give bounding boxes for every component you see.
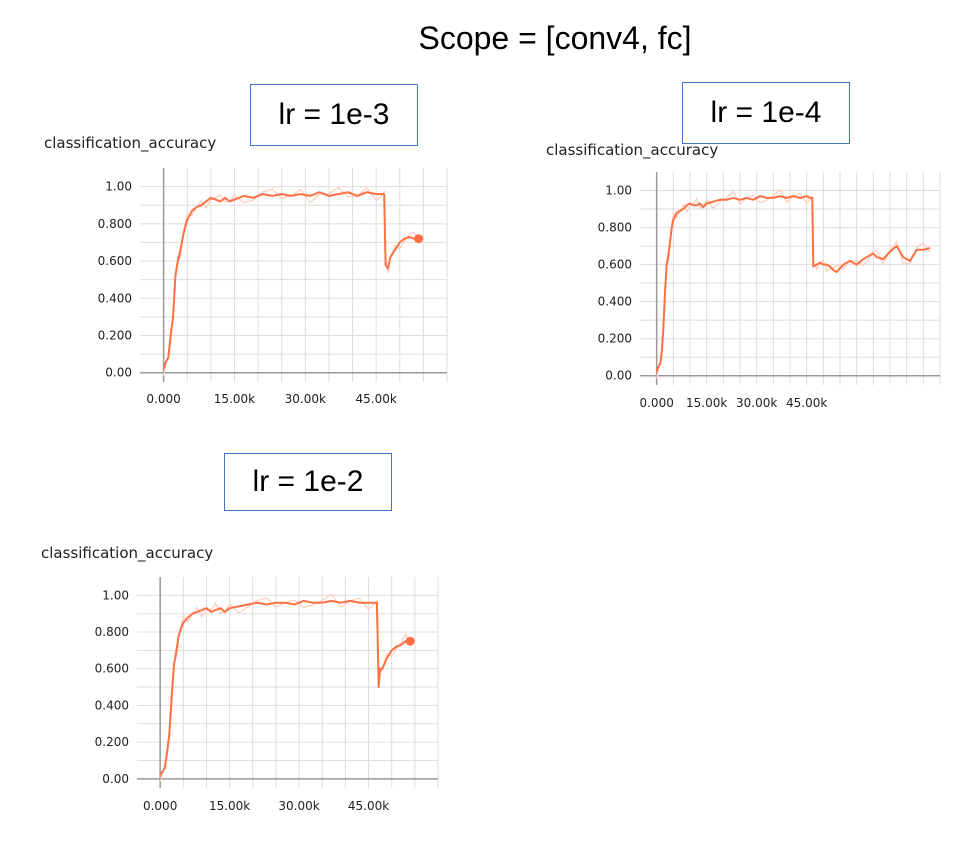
y-tick-label: 1.00 xyxy=(605,184,632,198)
y-tick-label: 0.600 xyxy=(598,258,632,272)
x-tick-label: 30.00k xyxy=(278,799,319,813)
y-tick-label: 0.200 xyxy=(98,328,132,342)
y-tick-label: 0.800 xyxy=(598,221,632,235)
y-tick-label: 0.00 xyxy=(105,366,132,380)
y-tick-label: 0.800 xyxy=(95,625,129,639)
series-line xyxy=(655,195,931,373)
series-line xyxy=(159,599,411,776)
lr-label-box: lr = 1e-4 xyxy=(682,82,850,144)
x-tick-label: 30.00k xyxy=(736,396,777,410)
chart-title: classification_accuracy xyxy=(41,544,214,562)
y-tick-label: 1.00 xyxy=(102,588,129,602)
x-tick-label: 0.000 xyxy=(639,396,673,410)
series-end-marker xyxy=(405,636,415,646)
x-tick-label: 45.00k xyxy=(355,392,396,406)
y-tick-label: 0.600 xyxy=(95,662,129,676)
x-tick-label: 30.00k xyxy=(285,392,326,406)
y-tick-label: 0.800 xyxy=(98,217,132,231)
y-tick-label: 0.400 xyxy=(98,291,132,305)
y-tick-label: 0.600 xyxy=(98,254,132,268)
y-tick-label: 0.400 xyxy=(95,698,129,712)
chart-title: classification_accuracy xyxy=(546,141,719,159)
x-tick-label: 0.000 xyxy=(143,799,177,813)
lr-label-box: lr = 1e-3 xyxy=(250,84,418,146)
x-tick-label: 15.00k xyxy=(214,392,255,406)
y-tick-label: 0.00 xyxy=(605,369,632,383)
y-tick-label: 0.400 xyxy=(598,295,632,309)
y-tick-label: 1.00 xyxy=(105,180,132,194)
y-tick-label: 0.00 xyxy=(102,772,129,786)
x-tick-label: 0.000 xyxy=(146,392,180,406)
x-tick-label: 45.00k xyxy=(348,799,389,813)
x-tick-label: 45.00k xyxy=(786,396,827,410)
gridlines xyxy=(137,577,439,788)
chart-title: classification_accuracy xyxy=(44,134,217,152)
page-title: Scope = [conv4, fc] xyxy=(418,20,692,56)
series-line xyxy=(162,191,419,370)
series-end-marker xyxy=(414,234,424,244)
series-raw-line xyxy=(656,188,931,379)
y-tick-label: 0.200 xyxy=(598,332,632,346)
x-tick-label: 15.00k xyxy=(209,799,250,813)
lr-label-box: lr = 1e-2 xyxy=(224,453,392,511)
x-tick-label: 15.00k xyxy=(686,396,727,410)
series-raw-line xyxy=(159,593,411,782)
y-tick-label: 0.200 xyxy=(95,735,129,749)
